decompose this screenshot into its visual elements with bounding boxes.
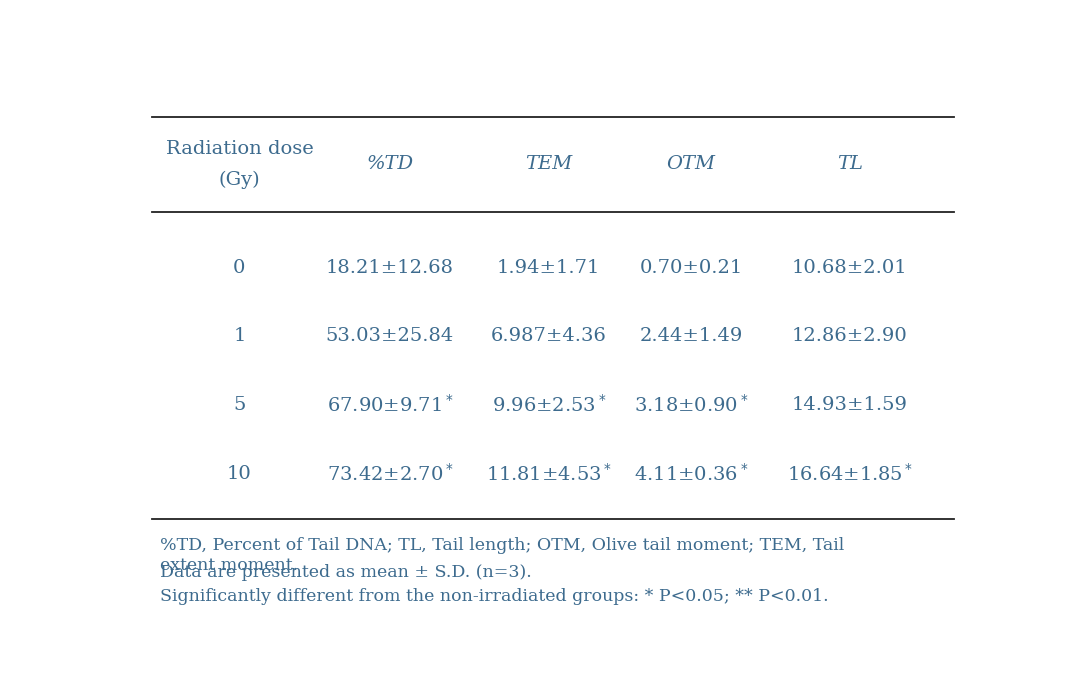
- Text: 11.81±4.53$^*$: 11.81±4.53$^*$: [486, 463, 612, 485]
- Text: 9.96±2.53$^*$: 9.96±2.53$^*$: [492, 394, 606, 416]
- Text: 0.70±0.21: 0.70±0.21: [640, 258, 742, 277]
- Text: Radiation dose: Radiation dose: [165, 139, 313, 157]
- Text: 12.86±2.90: 12.86±2.90: [792, 327, 907, 346]
- Text: (Gy): (Gy): [219, 171, 260, 190]
- Text: 16.64±1.85$^*$: 16.64±1.85$^*$: [787, 463, 913, 485]
- Text: 1: 1: [233, 327, 246, 346]
- Text: 10.68±2.01: 10.68±2.01: [792, 258, 907, 277]
- Text: 3.18±0.90$^*$: 3.18±0.90$^*$: [633, 394, 748, 416]
- Text: 14.93±1.59: 14.93±1.59: [792, 396, 907, 414]
- Text: 10: 10: [227, 465, 251, 483]
- Text: 5: 5: [233, 396, 246, 414]
- Text: TL: TL: [837, 155, 863, 173]
- Text: 18.21±12.68: 18.21±12.68: [326, 258, 454, 277]
- Text: %TD, Percent of Tail DNA; TL, Tail length; OTM, Olive tail moment; TEM, Tail
ext: %TD, Percent of Tail DNA; TL, Tail lengt…: [160, 537, 844, 574]
- Text: 53.03±25.84: 53.03±25.84: [326, 327, 454, 346]
- Text: 1.94±1.71: 1.94±1.71: [497, 258, 601, 277]
- Text: 73.42±2.70$^*$: 73.42±2.70$^*$: [327, 463, 453, 485]
- Text: Significantly different from the non-irradiated groups: * P<0.05; ** P<0.01.: Significantly different from the non-irr…: [160, 587, 829, 605]
- Text: 2.44±1.49: 2.44±1.49: [639, 327, 742, 346]
- Text: 4.11±0.36$^*$: 4.11±0.36$^*$: [633, 463, 748, 485]
- Text: 0: 0: [233, 258, 246, 277]
- Text: 67.90±9.71$^*$: 67.90±9.71$^*$: [327, 394, 453, 416]
- Text: 6.987±4.36: 6.987±4.36: [491, 327, 606, 346]
- Text: OTM: OTM: [667, 155, 715, 173]
- Text: %TD: %TD: [367, 155, 413, 173]
- Text: TEM: TEM: [525, 155, 573, 173]
- Text: Data are presented as mean ± S.D. (n=3).: Data are presented as mean ± S.D. (n=3).: [160, 564, 532, 581]
